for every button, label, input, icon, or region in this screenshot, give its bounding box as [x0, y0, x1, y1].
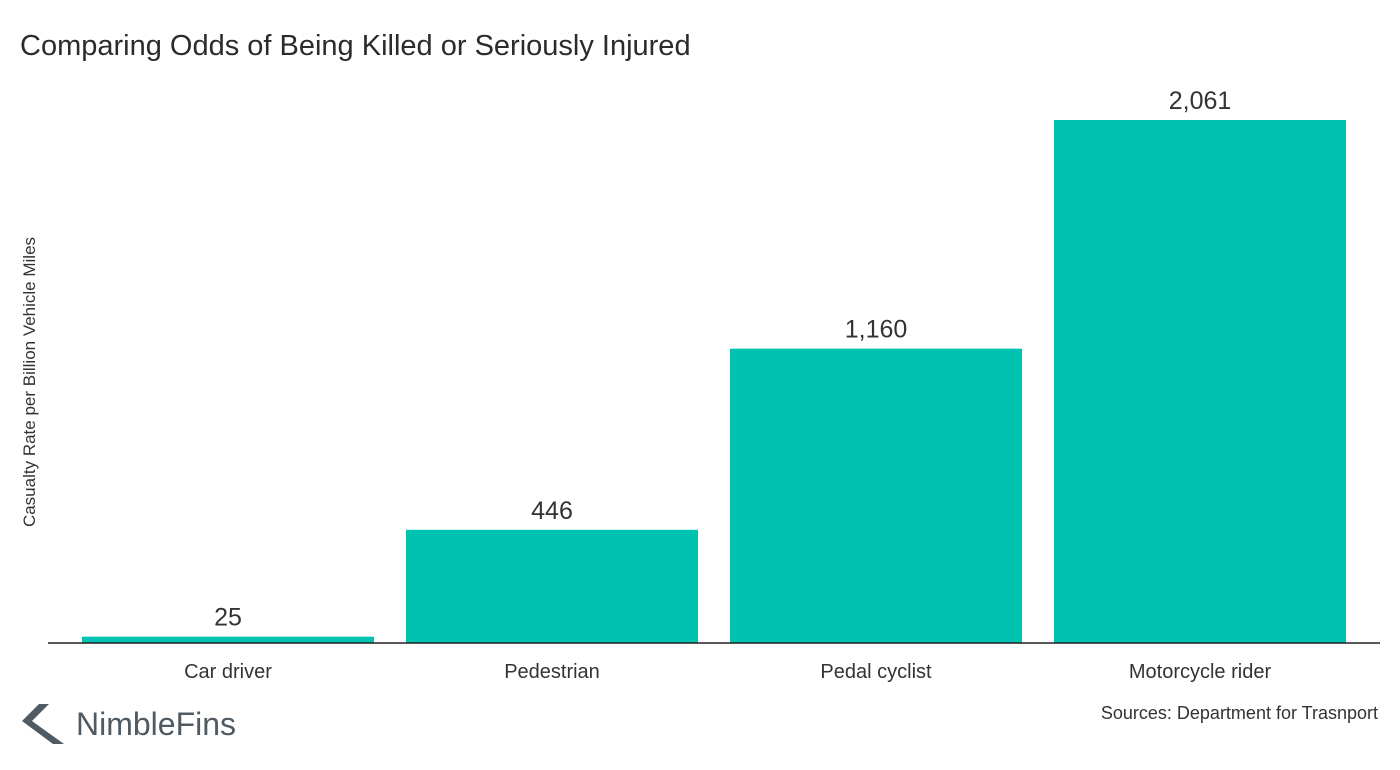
- bar-pedal-cyclist: [730, 348, 1022, 643]
- bar-pedestrian: [406, 529, 698, 643]
- data-label: 25: [214, 604, 242, 632]
- y-axis-label: Casualty Rate per Billion Vehicle Miles: [20, 237, 39, 527]
- labels-layer: 25 Car driver 446 Pedestrian 1,160 Pedal cycl…: [184, 87, 1271, 683]
- data-label: 1,160: [845, 316, 908, 344]
- x-tick-label: Car driver: [184, 661, 272, 683]
- brand-name: NimbleFins: [76, 705, 237, 742]
- brand-logo: NimbleFins: [20, 702, 236, 746]
- x-tick-label: Motorcycle rider: [1129, 661, 1272, 683]
- chevron-left-logo-icon: [22, 704, 64, 744]
- chart-title: Comparing Odds of Being Killed or Seriou…: [20, 30, 691, 62]
- bar-motorcycle-rider: [1054, 120, 1346, 643]
- data-label: 446: [531, 497, 573, 525]
- data-label: 2,061: [1169, 87, 1232, 115]
- bars-layer: [82, 120, 1346, 643]
- x-tick-label: Pedestrian: [504, 661, 600, 683]
- x-tick-label: Pedal cyclist: [820, 661, 932, 683]
- source-note: Sources: Department for Trasnport: [1100, 703, 1378, 723]
- bar-car-driver: [82, 636, 374, 643]
